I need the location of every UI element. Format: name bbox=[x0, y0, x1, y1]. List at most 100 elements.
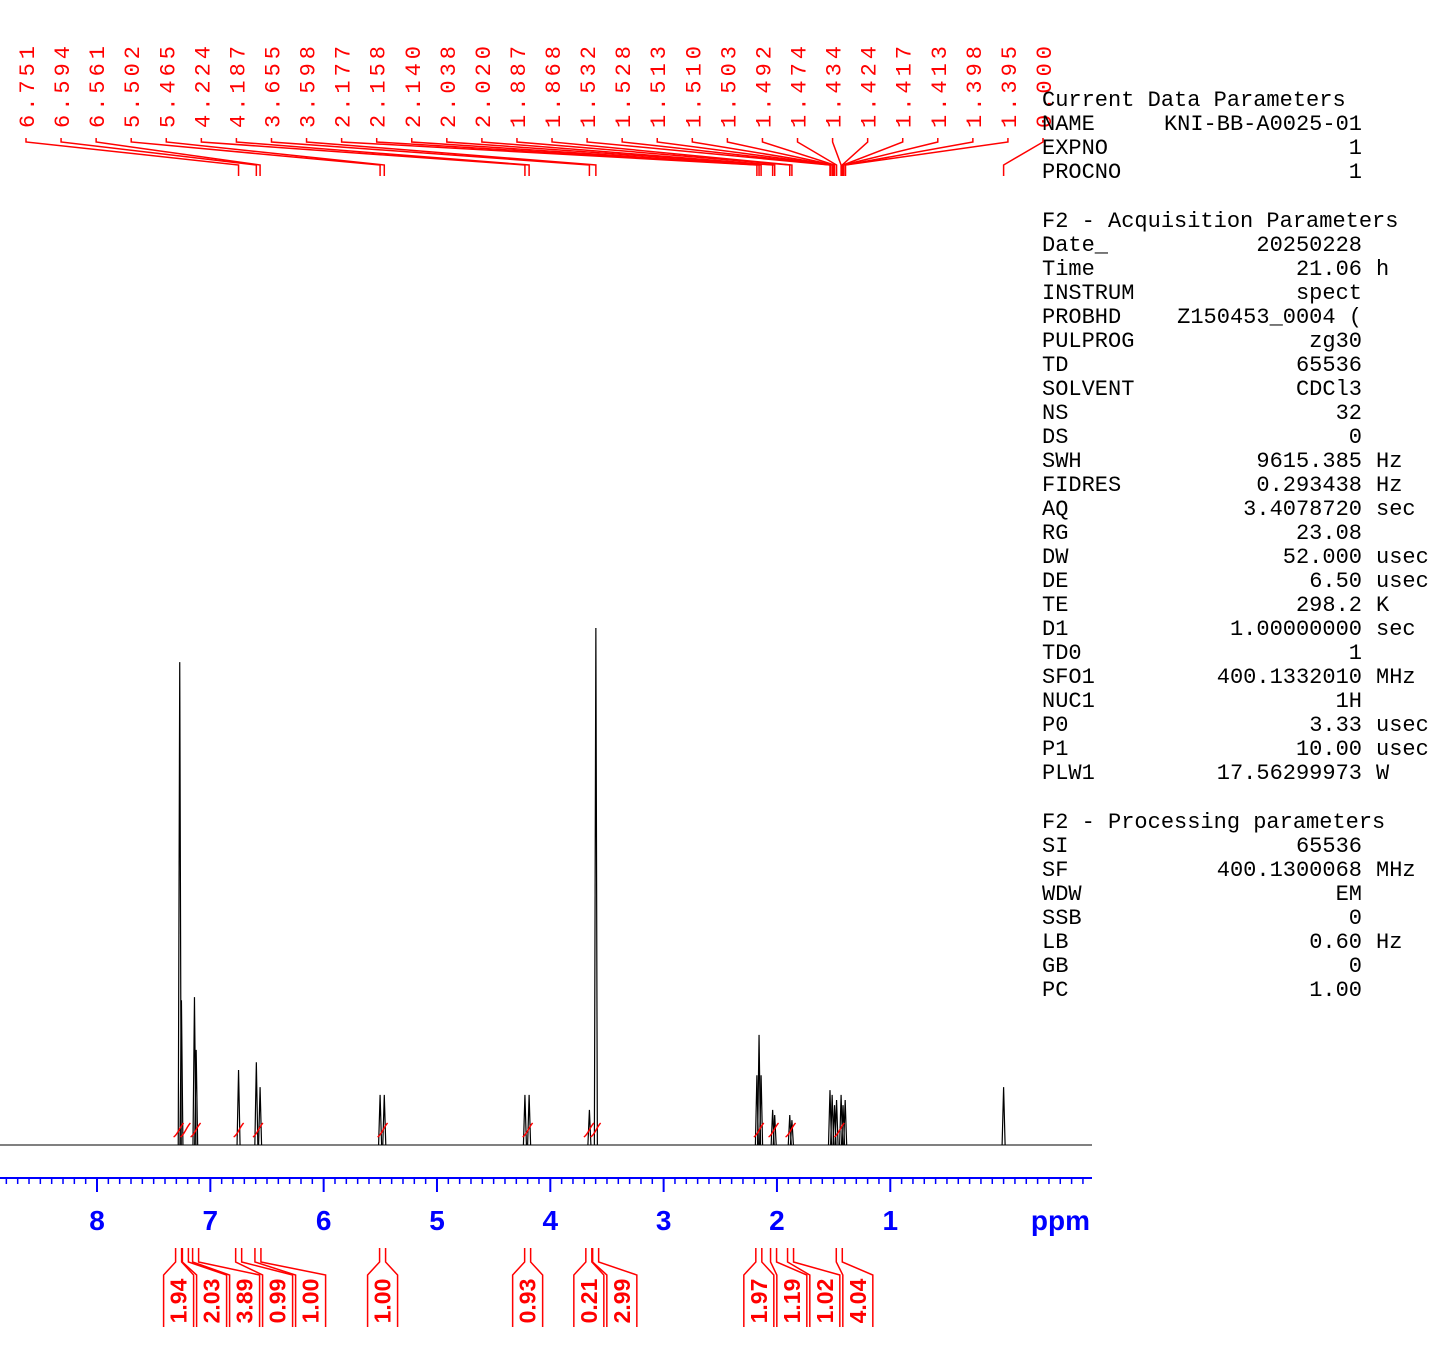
param-name: TD0 bbox=[1042, 641, 1082, 666]
peak-label: 0.000 bbox=[1033, 42, 1058, 128]
peak-label: 1.532 bbox=[577, 42, 602, 128]
integral-curve bbox=[833, 1122, 845, 1138]
peak-connector bbox=[481, 138, 776, 176]
integral-label: 1.00 bbox=[370, 1279, 396, 1324]
peak-connector bbox=[1002, 138, 1044, 176]
peak-connector bbox=[25, 138, 240, 176]
param-value: 400.1300068 bbox=[1217, 858, 1362, 883]
param-value: 1 bbox=[1349, 641, 1362, 666]
peak-label: 2.177 bbox=[332, 42, 357, 128]
integral-bracket bbox=[254, 1248, 327, 1327]
integral-bracket bbox=[786, 1248, 841, 1327]
x-tick-label: 8 bbox=[89, 1205, 105, 1236]
param-value: 52.000 bbox=[1283, 545, 1362, 570]
integral-label: 1.02 bbox=[812, 1279, 838, 1324]
param-value: 3.33 bbox=[1309, 713, 1362, 738]
param-name: NAME bbox=[1042, 112, 1095, 137]
peak-connector bbox=[842, 138, 939, 176]
param-name: PLW1 bbox=[1042, 761, 1095, 786]
peak-label: 6.561 bbox=[86, 42, 111, 128]
param-unit: K bbox=[1376, 593, 1390, 618]
peak bbox=[834, 1100, 839, 1146]
peak-label: 4.224 bbox=[191, 42, 216, 128]
integral-bracket bbox=[162, 1248, 195, 1327]
param-name: DW bbox=[1042, 545, 1069, 570]
peak-label: 2.020 bbox=[472, 42, 497, 128]
param-value: 23.08 bbox=[1296, 521, 1362, 546]
param-name: SFO1 bbox=[1042, 665, 1095, 690]
integral-label: 0.21 bbox=[576, 1278, 602, 1323]
peak-label: 2.038 bbox=[437, 42, 462, 128]
peak-connector bbox=[691, 138, 834, 176]
integral-curve bbox=[252, 1122, 264, 1138]
peak-label: 1.528 bbox=[612, 42, 637, 128]
integral-bracket bbox=[234, 1248, 294, 1327]
param-name: SI bbox=[1042, 834, 1068, 859]
integral-bracket bbox=[511, 1248, 544, 1327]
param-name: INSTRUM bbox=[1042, 281, 1134, 306]
integral-label: 2.99 bbox=[609, 1279, 635, 1324]
x-tick-label: 2 bbox=[769, 1205, 785, 1236]
peak bbox=[587, 1109, 592, 1146]
param-name: TE bbox=[1042, 593, 1068, 618]
peak-label: 1.887 bbox=[507, 42, 532, 128]
integral-curve bbox=[190, 1122, 202, 1138]
peak bbox=[772, 1114, 777, 1146]
param-value: 1 bbox=[1349, 136, 1362, 161]
param-name: PROBHD bbox=[1042, 305, 1121, 330]
integral-bracket bbox=[591, 1248, 638, 1327]
peak-label: 1.434 bbox=[823, 42, 848, 128]
param-value: 20250228 bbox=[1256, 233, 1362, 258]
param-unit: Hz bbox=[1376, 449, 1402, 474]
peak bbox=[593, 627, 598, 1146]
param-unit: usec bbox=[1376, 737, 1429, 762]
param-name: SOLVENT bbox=[1042, 377, 1134, 402]
param-value: 1H bbox=[1336, 689, 1362, 714]
param-name: Date_ bbox=[1042, 233, 1109, 258]
integral-curve bbox=[590, 1122, 602, 1138]
peak-label: 1.395 bbox=[998, 42, 1023, 128]
x-tick-label: 1 bbox=[882, 1205, 898, 1236]
param-value: 21.06 bbox=[1296, 257, 1362, 282]
param-unit: sec bbox=[1376, 497, 1416, 522]
param-value: 0 bbox=[1349, 906, 1362, 931]
param-name: SSB bbox=[1042, 906, 1082, 931]
integral-label: 3.89 bbox=[232, 1279, 258, 1324]
param-name: PROCNO bbox=[1042, 160, 1121, 185]
integral-label: 1.97 bbox=[746, 1279, 772, 1324]
peak bbox=[257, 1087, 263, 1146]
param-value: 10.00 bbox=[1296, 737, 1362, 762]
param-name: NS bbox=[1042, 401, 1068, 426]
integral-label: 0.93 bbox=[515, 1279, 541, 1324]
param-unit: MHz bbox=[1376, 858, 1416, 883]
peak-connector bbox=[95, 138, 261, 176]
integral-bracket bbox=[835, 1248, 874, 1327]
param-value: 0 bbox=[1349, 954, 1362, 979]
peak bbox=[1001, 1087, 1006, 1146]
integral-label: 0.99 bbox=[265, 1279, 291, 1324]
param-value: 6.50 bbox=[1309, 569, 1362, 594]
param-name: PC bbox=[1042, 978, 1068, 1003]
param-name: GB bbox=[1042, 954, 1068, 979]
param-value: 65536 bbox=[1296, 834, 1362, 859]
peak-label: 1.510 bbox=[682, 42, 707, 128]
peak-connector bbox=[200, 138, 526, 176]
peak-connector bbox=[841, 138, 869, 176]
param-unit: usec bbox=[1376, 713, 1429, 738]
param-value: 9615.385 bbox=[1256, 449, 1362, 474]
param-value: 17.56299973 bbox=[1217, 761, 1362, 786]
param-unit: sec bbox=[1376, 617, 1416, 642]
peak-connector bbox=[305, 138, 597, 176]
peak bbox=[843, 1100, 848, 1146]
peak-connector bbox=[726, 138, 835, 176]
param-name: PULPROG bbox=[1042, 329, 1134, 354]
peak-label: 1.424 bbox=[858, 42, 883, 128]
peak bbox=[758, 1075, 764, 1146]
param-value: 0 bbox=[1349, 425, 1362, 450]
param-value: zg30 bbox=[1309, 329, 1362, 354]
peak-label: 1.417 bbox=[893, 42, 918, 128]
peak-label: 1.474 bbox=[788, 42, 813, 128]
peak-connector bbox=[831, 138, 842, 176]
param-name: FIDRES bbox=[1042, 473, 1121, 498]
